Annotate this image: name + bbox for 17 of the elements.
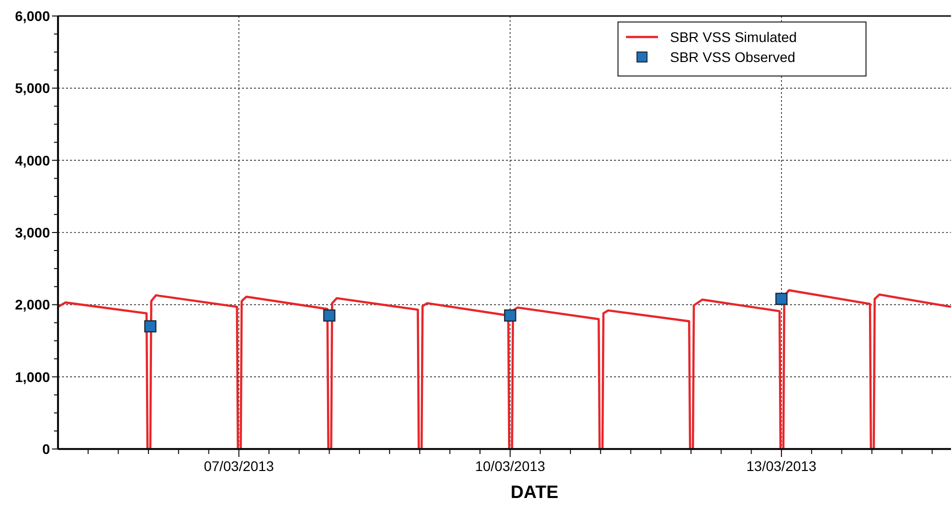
x-tick-label: 07/03/2013: [204, 458, 274, 474]
y-tick-label: 0: [42, 441, 50, 457]
y-tick-label: 2,000: [14, 296, 50, 313]
y-tick-label: 6,000: [14, 8, 50, 24]
point: [144, 320, 156, 332]
legend-label: SBR VSS Observed: [670, 49, 796, 65]
point: [323, 309, 336, 322]
y-tick-label: 4,000: [14, 152, 50, 168]
point: [775, 292, 788, 305]
x-tick-label: 13/03/2013: [746, 458, 817, 474]
x-tick-label: 10/03/2013: [475, 458, 546, 474]
legend-label: SBR VSS Simulated: [670, 29, 797, 45]
point: [504, 309, 516, 322]
y-tick-label: 3,000: [14, 224, 50, 240]
x-axis-title: DATE: [510, 482, 558, 502]
y-tick-label: 5,000: [14, 80, 50, 96]
y-tick-label: 1,000: [14, 368, 50, 385]
